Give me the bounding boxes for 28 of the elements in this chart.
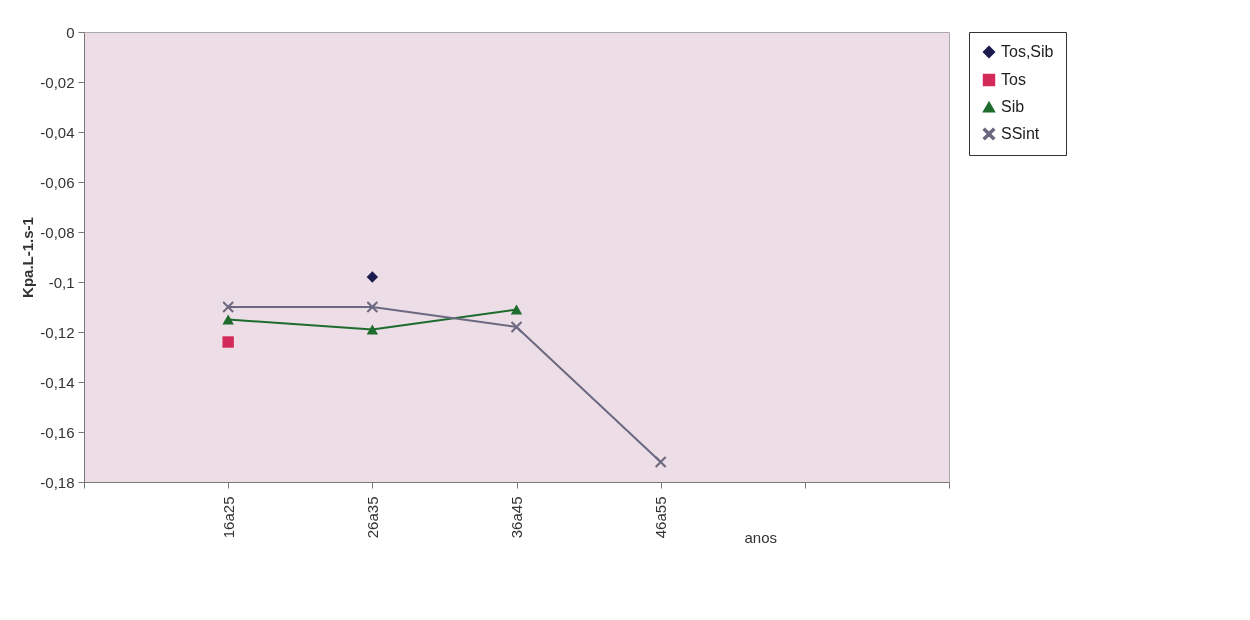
x-axis-title: anos bbox=[744, 528, 778, 546]
point bbox=[510, 304, 523, 315]
point bbox=[654, 456, 667, 468]
legend-label: Sib bbox=[1001, 98, 1025, 115]
y-tick-label: -0,04 bbox=[40, 123, 75, 141]
y-tick-label: -0,02 bbox=[40, 73, 75, 91]
point bbox=[366, 324, 379, 335]
y-tick-label: -0,1 bbox=[48, 273, 75, 291]
y-tick-label: -0,12 bbox=[40, 323, 75, 341]
y-tick-label: -0,14 bbox=[40, 373, 75, 391]
legend-label: SSint bbox=[1001, 125, 1040, 142]
x-tick-label: 16a25 bbox=[219, 496, 237, 539]
legend-label: Tos,Sib bbox=[1001, 43, 1054, 60]
y-tick-label: -0,06 bbox=[40, 173, 75, 191]
point bbox=[222, 301, 234, 313]
point bbox=[366, 271, 379, 283]
x-tick-label: 26a35 bbox=[363, 496, 381, 539]
point bbox=[222, 336, 234, 348]
y-tick-label: -0,08 bbox=[40, 223, 75, 241]
y-tick-label: -0,18 bbox=[40, 473, 75, 491]
legend-label: Tos bbox=[1001, 71, 1026, 88]
y-tick-label: 0 bbox=[66, 23, 75, 41]
point bbox=[366, 301, 379, 313]
x-tick-label: 36a45 bbox=[508, 496, 525, 539]
x-tick-label: 46a55 bbox=[652, 496, 670, 539]
y-axis-title: Kpa.L-1.s-1 bbox=[19, 217, 37, 298]
y-tick-label: -0,16 bbox=[40, 423, 75, 441]
point bbox=[222, 314, 234, 325]
